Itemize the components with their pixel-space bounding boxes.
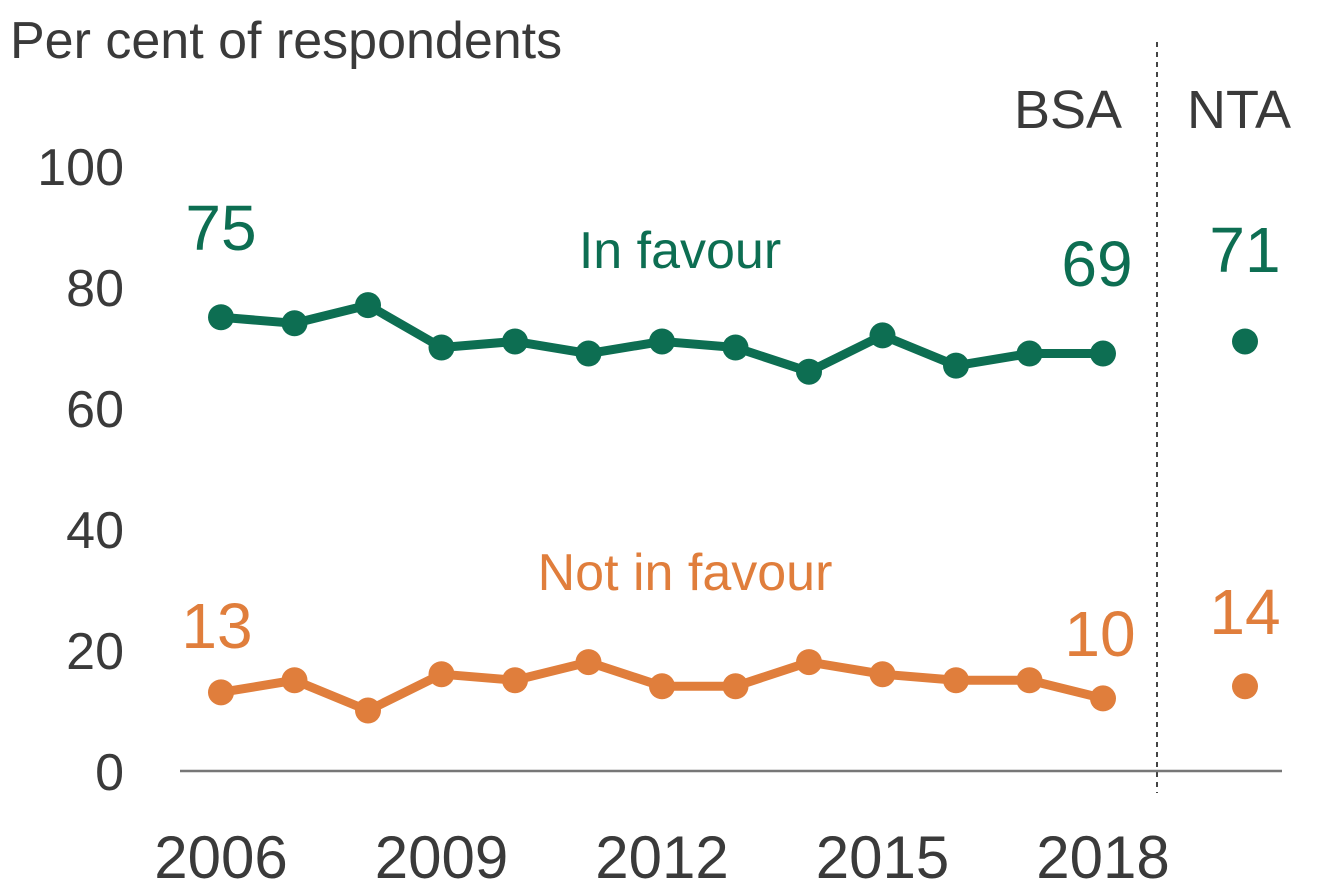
x-tick-label: 2015 — [816, 824, 949, 891]
data-point-in-favour — [576, 341, 602, 367]
data-point-in-favour — [649, 328, 675, 354]
nta-label-in-favour: 71 — [1209, 214, 1280, 286]
data-point-not-in-favour — [282, 667, 308, 693]
data-point-not-in-favour — [870, 661, 896, 687]
data-point-in-favour — [796, 359, 822, 385]
data-point-not-in-favour — [576, 649, 602, 675]
data-point-not-in-favour — [796, 649, 822, 675]
data-point-not-in-favour — [208, 679, 234, 705]
data-label-not-in-favour-end: 10 — [1064, 598, 1135, 670]
data-point-in-favour — [355, 292, 381, 318]
data-point-not-in-favour — [1017, 667, 1043, 693]
data-point-not-in-favour — [1090, 685, 1116, 711]
data-point-in-favour — [429, 335, 455, 361]
data-label-not-in-favour-start: 13 — [181, 590, 252, 662]
data-point-not-in-favour — [723, 673, 749, 699]
series-label-not-in-favour: Not in favour — [538, 544, 833, 602]
data-point-in-favour — [723, 335, 749, 361]
nta-point-not-in-favour — [1232, 673, 1258, 699]
x-tick-label: 2012 — [595, 824, 728, 891]
x-tick-label: 2018 — [1036, 824, 1169, 891]
data-point-in-favour — [502, 328, 528, 354]
nta-label-not-in-favour: 14 — [1209, 576, 1280, 648]
data-point-in-favour — [1017, 341, 1043, 367]
y-tick-label: 60 — [66, 381, 124, 439]
data-labels: 75 69 In favour 13 10 Not in favour 71 14 — [181, 192, 1280, 670]
data-point-in-favour — [282, 310, 308, 336]
x-tick-label: 2009 — [375, 824, 508, 891]
data-point-not-in-favour — [943, 667, 969, 693]
data-point-in-favour — [943, 353, 969, 379]
y-tick-labels: 0 20 40 60 80 100 — [37, 139, 124, 802]
data-point-not-in-favour — [649, 673, 675, 699]
series-label-in-favour: In favour — [579, 222, 781, 280]
x-tick-labels: 2006 2009 2012 2015 2018 — [154, 824, 1169, 891]
y-tick-label: 20 — [66, 623, 124, 681]
data-point-in-favour — [208, 304, 234, 330]
data-point-not-in-favour — [502, 667, 528, 693]
y-tick-label: 0 — [95, 744, 124, 802]
section-label-bsa: BSA — [1014, 80, 1122, 140]
data-point-not-in-favour — [429, 661, 455, 687]
data-label-in-favour-start: 75 — [185, 192, 256, 264]
x-tick-label: 2006 — [154, 824, 287, 891]
y-tick-label: 40 — [66, 502, 124, 560]
y-tick-label: 100 — [37, 139, 124, 197]
y-tick-label: 80 — [66, 260, 124, 318]
section-label-nta: NTA — [1187, 80, 1291, 140]
data-point-not-in-favour — [355, 698, 381, 724]
nta-point-in-favour — [1232, 328, 1258, 354]
y-axis-title: Per cent of respondents — [10, 12, 562, 70]
data-label-in-favour-end: 69 — [1061, 228, 1132, 300]
data-point-in-favour — [1090, 341, 1116, 367]
data-point-in-favour — [870, 322, 896, 348]
